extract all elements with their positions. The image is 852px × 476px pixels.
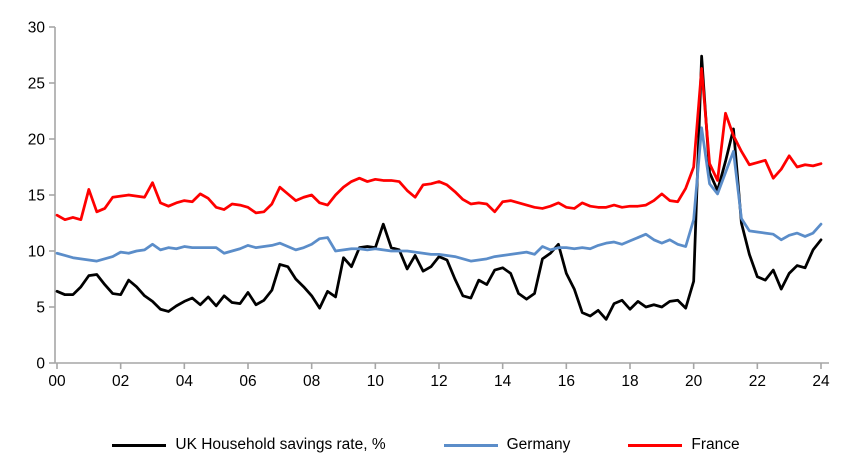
series-line-uk	[55, 54, 823, 321]
x-tick-label: 08	[303, 373, 320, 390]
y-tick-label: 30	[28, 20, 46, 37]
y-tick-label: 25	[28, 76, 45, 93]
x-tick-label: 16	[558, 373, 575, 390]
x-tick-label: 12	[430, 373, 447, 390]
y-tick-label: 10	[28, 244, 46, 261]
legend-label-france: France	[691, 436, 740, 453]
x-tick-label: 00	[48, 373, 66, 390]
x-tick-label: 06	[239, 373, 256, 390]
legend-label-uk: UK Household savings rate, %	[175, 436, 386, 453]
x-tick-label: 04	[176, 373, 194, 390]
x-tick-label: 02	[112, 373, 129, 390]
legend: UK Household savings rate, % Germany Franc…	[0, 428, 852, 462]
x-tick-label: 18	[621, 373, 638, 390]
x-tick-label: 24	[812, 373, 830, 390]
legend-label-germany: Germany	[506, 436, 571, 453]
legend-swatch-germany	[443, 443, 498, 447]
chart-canvas: 0 5 10 15 20 25 30 00 02 04 06 08 10 12 14 16 18 20 22 24	[28, 20, 830, 391]
legend-item-germany: Germany	[443, 436, 571, 454]
legend-item-uk: UK Household savings rate, %	[112, 436, 386, 454]
y-tick-label: 0	[36, 356, 45, 373]
y-tick-label: 5	[36, 300, 45, 317]
series-line-france	[55, 67, 823, 222]
x-tick-label: 10	[367, 373, 385, 390]
y-tick-label: 20	[28, 132, 46, 149]
x-tick-label: 14	[494, 373, 512, 390]
legend-swatch-france	[628, 443, 683, 447]
series-line-germany	[55, 126, 823, 263]
x-tick-label: 22	[749, 373, 766, 390]
legend-swatch-uk	[112, 443, 167, 447]
legend-item-france: France	[628, 436, 740, 454]
y-tick-label: 15	[28, 188, 45, 205]
x-tick-label: 20	[685, 373, 703, 390]
